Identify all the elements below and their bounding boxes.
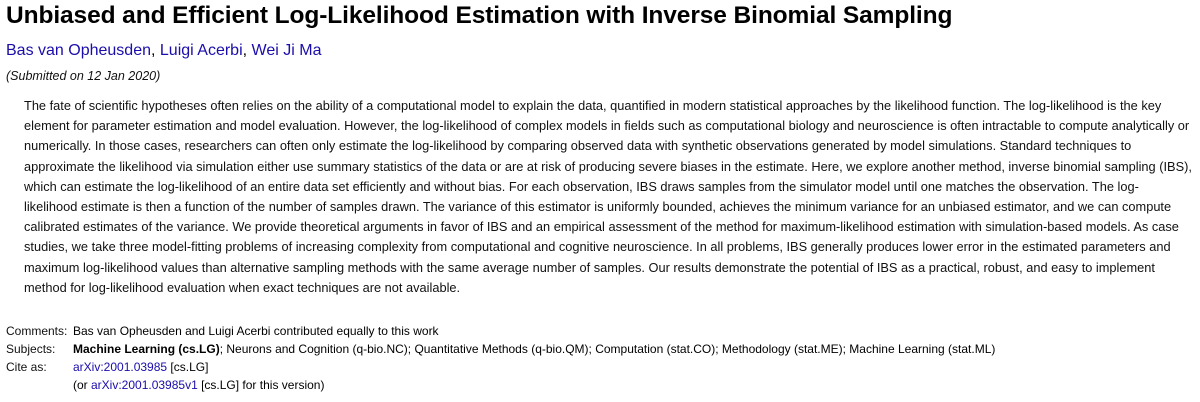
arxiv-id-link[interactable]: arXiv:2001.03985 bbox=[73, 360, 168, 374]
version-row: (or arXiv:2001.03985v1 [cs.LG] for this … bbox=[6, 376, 995, 394]
author-link-acerbi[interactable]: Luigi Acerbi bbox=[159, 42, 243, 59]
cite-value: arXiv:2001.03985 [cs.LG] bbox=[73, 358, 208, 376]
version-spacer bbox=[6, 376, 73, 394]
submission-date: (Submitted on 12 Jan 2020) bbox=[6, 69, 161, 83]
subjects-row: Subjects: Machine Learning (cs.LG); Neur… bbox=[6, 340, 995, 358]
metadata-table: Comments: Bas van Opheusden and Luigi Ac… bbox=[6, 322, 995, 394]
version-suffix: [cs.LG] for this version) bbox=[197, 378, 325, 392]
comments-row: Comments: Bas van Opheusden and Luigi Ac… bbox=[6, 322, 995, 340]
comments-value: Bas van Opheusden and Luigi Acerbi contr… bbox=[73, 324, 439, 338]
subjects-value: Machine Learning (cs.LG); Neurons and Co… bbox=[73, 340, 995, 358]
subjects-label: Subjects: bbox=[6, 342, 56, 356]
cite-row: Cite as: arXiv:2001.03985 [cs.LG] bbox=[6, 358, 995, 376]
author-link-ma[interactable]: Wei Ji Ma bbox=[251, 42, 322, 59]
version-value: (or arXiv:2001.03985v1 [cs.LG] for this … bbox=[73, 376, 324, 394]
arxiv-version-link[interactable]: arXiv:2001.03985v1 bbox=[91, 378, 198, 392]
cite-category: [cs.LG] bbox=[167, 360, 209, 374]
primary-subject: Machine Learning (cs.LG) bbox=[73, 342, 220, 356]
paper-title: Unbiased and Efficient Log-Likelihood Es… bbox=[6, 2, 953, 29]
author-list: Bas van Opheusden, Luigi Acerbi, Wei Ji … bbox=[6, 41, 321, 61]
cite-label: Cite as: bbox=[6, 360, 47, 374]
author-separator: , bbox=[151, 42, 156, 59]
secondary-subjects: ; Neurons and Cognition (q-bio.NC); Quan… bbox=[219, 342, 996, 356]
author-separator: , bbox=[242, 42, 248, 59]
version-prefix: (or bbox=[73, 378, 91, 392]
abstract-text: The fate of scientific hypotheses often … bbox=[24, 98, 1192, 295]
author-link-van-opheusden[interactable]: Bas van Opheusden bbox=[6, 42, 151, 59]
comments-label: Comments: bbox=[6, 324, 68, 338]
